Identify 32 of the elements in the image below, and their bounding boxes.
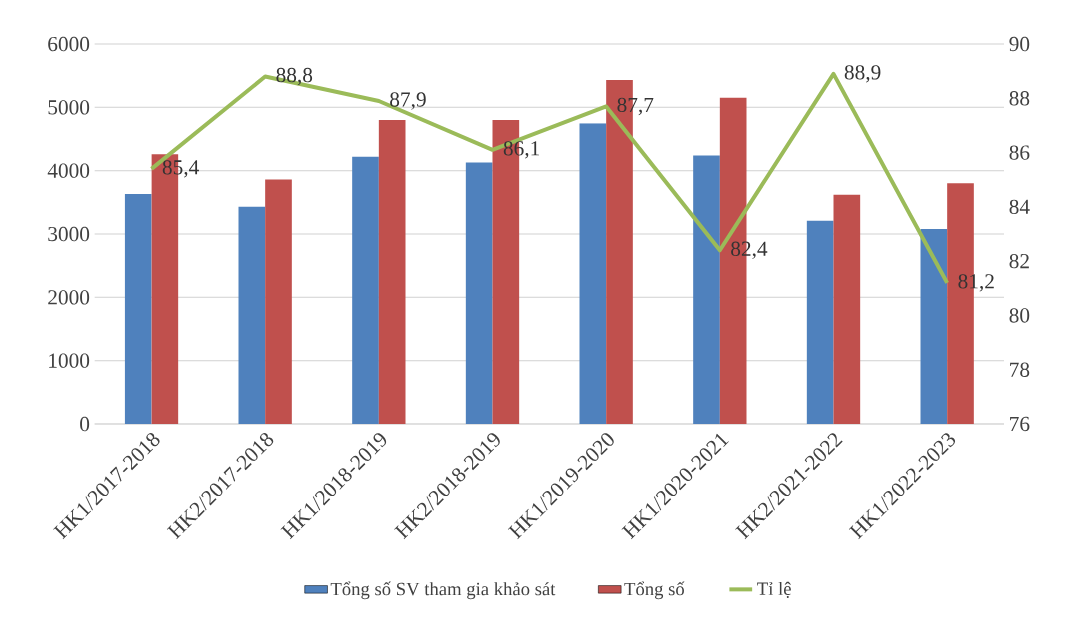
y-tick-label: 3000 bbox=[48, 226, 90, 242]
legend-label: Tỉ lệ bbox=[757, 581, 791, 598]
bar bbox=[806, 220, 834, 424]
bar bbox=[124, 194, 152, 424]
bar bbox=[579, 123, 607, 424]
legend-label: Tổng số SV tham gia khảo sát bbox=[330, 581, 556, 600]
y2-tick-label: 90 bbox=[1009, 36, 1030, 52]
bar bbox=[833, 194, 861, 424]
y2-tick-label: 88 bbox=[1009, 91, 1030, 106]
y2-tick-label: 86 bbox=[1009, 145, 1030, 160]
y-tick-label: 6000 bbox=[48, 36, 90, 52]
legend-label: Tổng số bbox=[624, 581, 685, 600]
bar bbox=[378, 120, 406, 424]
y2-tick-label: 82 bbox=[1009, 253, 1029, 269]
y2-tick-label: 78 bbox=[1010, 362, 1030, 377]
data-label: 87,9 bbox=[390, 92, 426, 110]
bar bbox=[693, 155, 720, 424]
y-tick-label: 5000 bbox=[48, 100, 90, 115]
y-tick-label: 4000 bbox=[47, 163, 90, 178]
data-label: 88,8 bbox=[276, 67, 313, 86]
y2-tick-label: 80 bbox=[1009, 308, 1030, 323]
y-tick-label: 2000 bbox=[48, 290, 90, 305]
y-tick-label: 1000 bbox=[49, 353, 90, 368]
bar bbox=[238, 206, 266, 424]
bar bbox=[920, 228, 948, 424]
bar bbox=[465, 162, 493, 424]
y2-tick-label: 84 bbox=[1009, 199, 1030, 215]
y-tick-label: 0 bbox=[80, 416, 90, 432]
bar bbox=[352, 156, 379, 424]
data-label: 88,9 bbox=[844, 65, 881, 83]
y2-tick-label: 76 bbox=[1010, 416, 1030, 432]
bar bbox=[265, 179, 292, 424]
